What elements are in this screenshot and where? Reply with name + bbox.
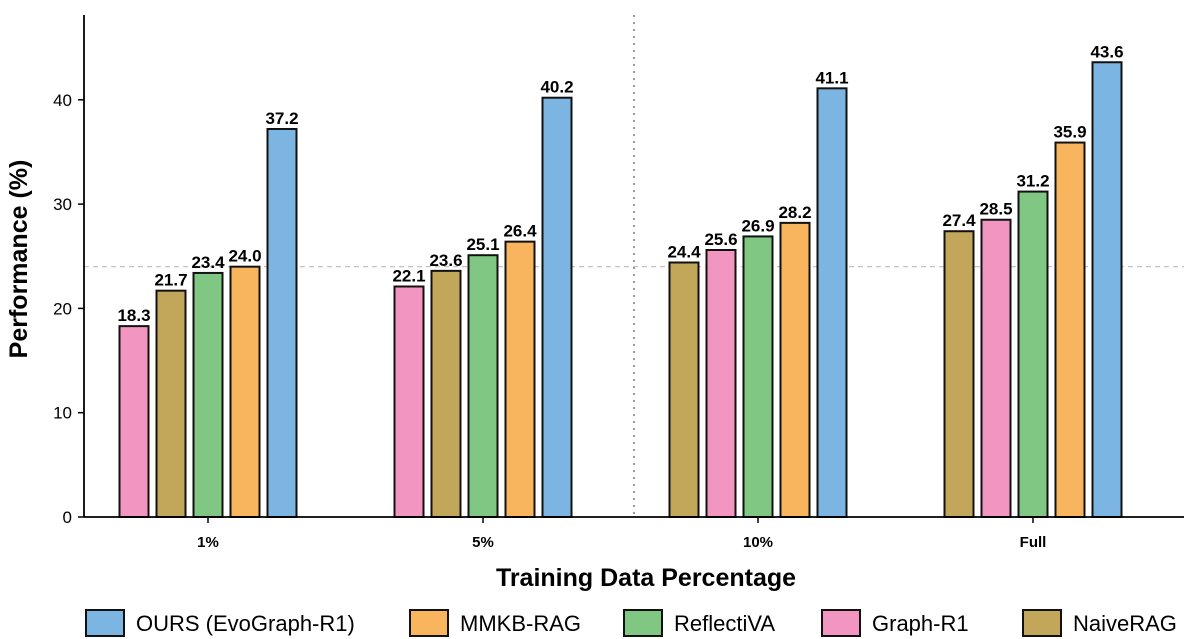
bar-Full-NaiveRAG <box>943 230 975 519</box>
data-label: 26.4 <box>503 222 537 241</box>
bar-10%-MMKB-RAG <box>779 221 811 518</box>
x-tick-label: 5% <box>472 534 494 551</box>
x-axis-title: Training Data Percentage <box>496 564 796 592</box>
legend-swatch <box>85 609 125 637</box>
data-label: 25.6 <box>704 230 737 249</box>
y-axis-title: Performance (%) <box>5 160 33 359</box>
data-label: 25.1 <box>466 235 499 254</box>
bars <box>118 61 1123 519</box>
data-label: 35.9 <box>1053 123 1086 142</box>
y-tick-label: 40 <box>53 91 72 110</box>
data-label: 37.2 <box>265 109 298 128</box>
bar-1%-NaiveRAG <box>155 289 187 518</box>
x-tick-label: 10% <box>743 534 773 551</box>
bar-5%-MMKB-RAG <box>504 240 536 518</box>
bar-5%-NaiveRAG <box>430 269 462 518</box>
bar-1%-Graph-R1 <box>118 325 150 519</box>
y-tick-label: 10 <box>53 404 72 423</box>
bar-Full-OURS (EvoGraph-R1) <box>1091 61 1123 518</box>
bar-Full-ReflectiVA <box>1017 190 1049 518</box>
data-label: 28.5 <box>979 200 1012 219</box>
legend-swatch <box>821 609 861 637</box>
legend-swatch <box>409 609 449 637</box>
axes <box>78 15 1184 523</box>
bar-5%-OURS (EvoGraph-R1) <box>541 96 573 519</box>
legend-swatch <box>1022 609 1062 637</box>
bar-10%-Graph-R1 <box>705 248 737 518</box>
legend-swatch <box>623 609 663 637</box>
legend: OURS (EvoGraph-R1) MMKB-RAG ReflectiVA Grap… <box>85 609 1177 637</box>
bar-5%-ReflectiVA <box>467 254 499 518</box>
bar-1%-OURS (EvoGraph-R1) <box>266 128 298 518</box>
y-tick-label: 20 <box>53 299 72 318</box>
y-tick-label: 0 <box>63 508 72 527</box>
data-label: 24.0 <box>228 247 261 266</box>
data-label: 40.2 <box>540 78 573 97</box>
bar-Full-MMKB-RAG <box>1054 141 1086 519</box>
data-label: 23.4 <box>191 253 225 272</box>
x-tick-label: 1% <box>197 534 219 551</box>
legend-label: OURS (EvoGraph-R1) <box>136 611 355 636</box>
y-tick-label: 30 <box>53 195 72 214</box>
bar-1%-MMKB-RAG <box>229 265 261 518</box>
legend-label: NaiveRAG <box>1073 611 1177 636</box>
data-label: 27.4 <box>942 211 976 230</box>
bar-10%-OURS (EvoGraph-R1) <box>816 87 848 519</box>
bar-Full-Graph-R1 <box>980 218 1012 518</box>
legend-label: Graph-R1 <box>872 611 969 636</box>
bar-10%-ReflectiVA <box>742 235 774 518</box>
bar-5%-Graph-R1 <box>393 285 425 519</box>
legend-label: MMKB-RAG <box>460 611 581 636</box>
data-label: 41.1 <box>815 68 848 87</box>
data-label: 31.2 <box>1016 172 1049 191</box>
data-label: 24.4 <box>667 243 701 262</box>
data-label: 28.2 <box>778 203 811 222</box>
data-label: 18.3 <box>117 306 150 325</box>
data-label: 26.9 <box>741 216 774 235</box>
data-label: 21.7 <box>154 271 187 290</box>
labels: 18.321.723.4 24.0 37.2 1% 22.123.625.126.4 40… <box>53 42 1123 551</box>
bar-1%-ReflectiVA <box>192 271 224 518</box>
bar-10%-NaiveRAG <box>668 261 700 518</box>
data-label: 43.6 <box>1090 42 1123 61</box>
data-label: 23.6 <box>429 251 462 270</box>
legend-label: ReflectiVA <box>674 611 775 636</box>
data-label: 22.1 <box>392 266 425 285</box>
x-tick-label: Full <box>1020 534 1047 551</box>
